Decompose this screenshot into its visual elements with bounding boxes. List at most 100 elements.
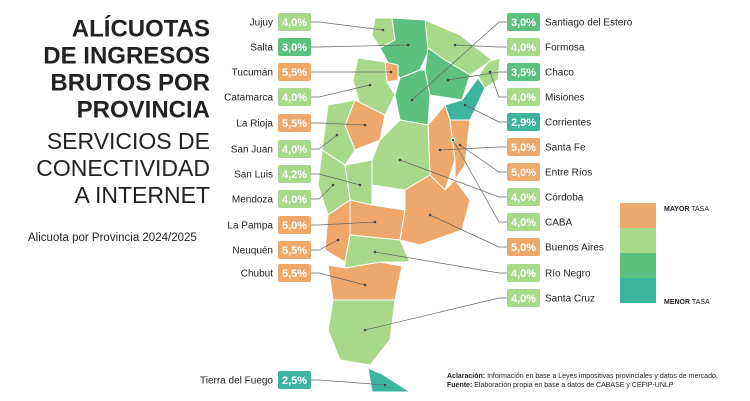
value-badge (507, 13, 540, 31)
province-name: Santiago del Estero (545, 18, 633, 29)
leader-dot (453, 43, 457, 47)
province-name: Mendoza (232, 195, 274, 206)
value-badge (278, 371, 311, 389)
leader-dot (381, 28, 385, 32)
value-badge (507, 163, 540, 181)
province-value: 4,0% (511, 268, 536, 280)
province-name: Misiones (545, 93, 584, 104)
leader-line (311, 134, 338, 150)
value-badge (278, 140, 311, 158)
province-name: Córdoba (545, 193, 584, 204)
province-value: 3,0% (511, 17, 536, 29)
value-badge (507, 264, 540, 282)
leader-dot (451, 138, 455, 142)
province-shape (327, 299, 396, 366)
leader-dot (335, 133, 339, 137)
title-line: DE INGRESOS (43, 42, 210, 69)
province-value: 4,0% (511, 217, 536, 229)
leader-line (311, 44, 409, 48)
value-badge (278, 38, 311, 56)
leader-dot (363, 123, 367, 127)
leader-line (311, 84, 371, 98)
value-badge (507, 138, 540, 156)
province-shape (349, 199, 406, 241)
province-name: La Rioja (236, 119, 273, 130)
leader-dot (368, 83, 372, 87)
leader-line (489, 71, 507, 98)
leader-dot (488, 70, 492, 74)
legend-swatch (620, 278, 656, 303)
province-name: Salta (250, 43, 273, 54)
text-part: TASA (691, 206, 709, 213)
leader-dot (428, 213, 432, 217)
value-badge (507, 38, 540, 56)
value-badge (278, 216, 311, 234)
value-badge (507, 88, 540, 106)
province-value: 5,5% (282, 118, 307, 130)
leader-dot (389, 70, 393, 74)
province-name: Chaco (545, 68, 574, 79)
province-name: Tucumán (232, 68, 273, 79)
province-name: Neuquén (232, 246, 273, 257)
province-name: Buenos Aires (545, 243, 604, 254)
value-badge (507, 113, 540, 131)
value-badge (278, 264, 311, 282)
province-value: 2,5% (282, 375, 307, 387)
leader-dot (438, 148, 442, 152)
value-badge (507, 213, 540, 231)
legend-swatch (620, 253, 656, 278)
value-badge (278, 241, 311, 259)
province-name: Río Negro (545, 269, 591, 280)
leader-line (311, 173, 361, 186)
leader-line (311, 379, 386, 386)
province-value: 5,0% (511, 167, 536, 179)
province-name: Tierra del Fuego (200, 376, 273, 387)
value-badge (278, 114, 311, 132)
leader-line (311, 272, 366, 286)
leader-dot (363, 283, 367, 287)
text-part: TASA (692, 299, 710, 306)
province-name: La Pampa (227, 221, 273, 232)
leader-dot (398, 158, 402, 162)
value-badge (278, 63, 311, 81)
province-name: Corrientes (545, 118, 591, 129)
province-name: CABA (545, 218, 573, 229)
province-value: 4,0% (282, 144, 307, 156)
leader-line (454, 44, 507, 48)
value-badge (507, 238, 540, 256)
province-shape (399, 174, 471, 246)
leader-dot (458, 143, 462, 147)
province-shape (394, 69, 431, 126)
leader-line (447, 71, 507, 81)
note: Fuente: Elaboración propia en base a dat… (447, 382, 674, 389)
value-badge (278, 13, 311, 31)
text-part: Fuente: (447, 382, 472, 389)
province-name: Jujuy (250, 18, 273, 29)
leader-line (439, 146, 507, 151)
leader-line (364, 297, 507, 331)
value-badge (507, 188, 540, 206)
province-value: 4,0% (511, 293, 536, 305)
subtitle-line: A INTERNET (75, 182, 210, 208)
text-part: MAYOR (664, 206, 689, 213)
legend-swatch (620, 228, 656, 253)
province-value: 4,0% (282, 17, 307, 29)
leader-dot (336, 238, 340, 242)
province-shape (477, 57, 501, 89)
province-value: 5,5% (282, 67, 307, 79)
leader-dot (446, 78, 450, 82)
text-part: MENOR (664, 299, 690, 306)
province-name: Santa Cruz (545, 294, 595, 305)
province-value: 3,5% (511, 67, 536, 79)
text-part: Información en base a Leyes impositivas … (487, 373, 718, 380)
leader-dot (406, 43, 410, 47)
province-value: 5,5% (282, 245, 307, 257)
province-shape (344, 234, 411, 269)
province-name: Entre Ríos (545, 168, 592, 179)
leader-line (399, 159, 507, 198)
leader-line (311, 221, 376, 226)
leader-line (311, 184, 334, 200)
leader-line (411, 21, 507, 101)
province-value: 4,0% (511, 42, 536, 54)
